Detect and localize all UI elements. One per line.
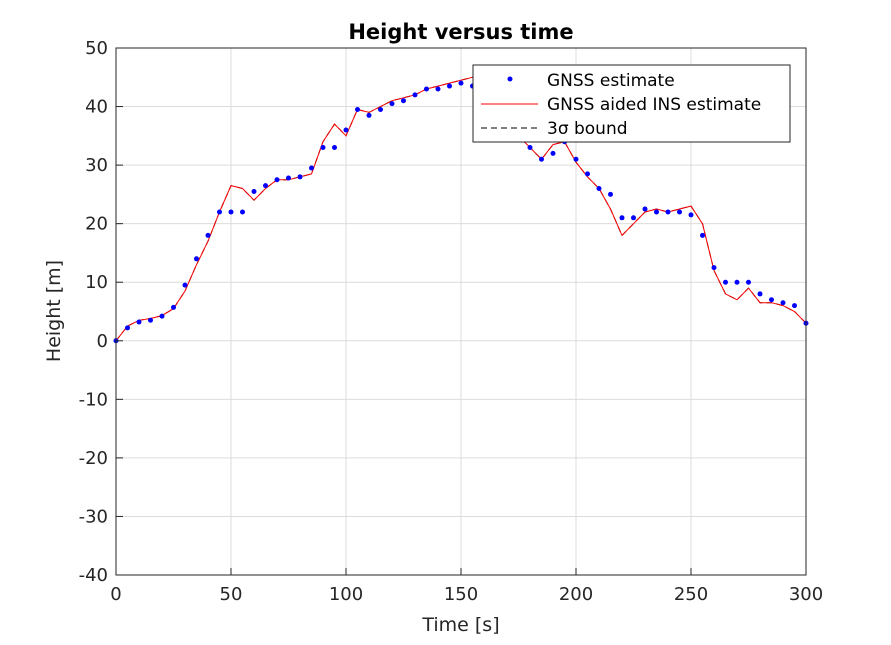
x-tick-label: 50 xyxy=(220,584,243,605)
y-tick-label: -10 xyxy=(79,389,108,410)
gnss-point xyxy=(458,80,464,86)
gnss-point xyxy=(355,106,360,112)
gnss-point xyxy=(608,191,613,197)
x-tick-label: 150 xyxy=(444,584,478,605)
x-tick-label: 200 xyxy=(559,584,593,605)
y-tick-label: -30 xyxy=(79,506,108,527)
gnss-point xyxy=(320,145,326,151)
gnss-point xyxy=(286,175,291,181)
axis-ticks: 0 50 100 150 200 250 300 -40 -30 -20 -10 0 10 20 30 40 5… xyxy=(79,38,824,605)
gnss-point xyxy=(205,232,211,238)
y-tick-label: 30 xyxy=(85,155,108,176)
gnss-point xyxy=(447,83,452,89)
gnss-point xyxy=(136,319,142,325)
gnss-point xyxy=(435,86,441,92)
gnss-point xyxy=(757,291,763,297)
gnss-point xyxy=(792,303,797,309)
gnss-point xyxy=(171,304,176,310)
gnss-point xyxy=(700,232,705,238)
gnss-point xyxy=(251,188,257,194)
gnss-point xyxy=(412,92,418,98)
x-tick-label: 100 xyxy=(329,584,363,605)
chart-title: Height versus time xyxy=(348,20,573,44)
gnss-point xyxy=(332,145,337,151)
legend: GNSS estimate GNSS aided INS estimate 3σ… xyxy=(472,64,791,143)
gnss-point xyxy=(677,209,682,215)
gnss-point xyxy=(723,279,728,285)
gnss-point xyxy=(573,156,579,162)
y-tick-label: 50 xyxy=(85,38,108,59)
legend-marker-gnss xyxy=(507,76,513,82)
legend-label-ins: GNSS aided INS estimate xyxy=(547,95,761,115)
gnss-point xyxy=(401,98,406,104)
gnss-point xyxy=(711,265,717,271)
y-tick-label: 20 xyxy=(85,214,108,235)
gnss-point xyxy=(631,215,636,221)
gnss-point xyxy=(665,209,671,215)
gnss-point xyxy=(309,165,314,171)
gnss-point xyxy=(378,106,383,112)
y-tick-label: -20 xyxy=(79,448,108,469)
gnss-point xyxy=(389,101,395,107)
y-axis-label: Height [m] xyxy=(43,260,65,362)
x-tick-label: 250 xyxy=(674,584,708,605)
x-tick-label: 0 xyxy=(110,584,121,605)
gnss-point xyxy=(366,112,372,118)
gnss-point xyxy=(217,209,222,215)
x-tick-label: 300 xyxy=(789,584,823,605)
gnss-point xyxy=(159,313,165,319)
gnss-point xyxy=(539,156,544,162)
legend-label-gnss: GNSS estimate xyxy=(547,71,675,91)
gnss-point xyxy=(424,86,429,92)
gnss-point xyxy=(780,300,786,306)
gnss-point xyxy=(596,186,602,192)
gnss-point xyxy=(527,145,533,151)
gnss-point xyxy=(746,279,751,285)
y-tick-label: 10 xyxy=(85,272,108,293)
y-tick-label: 0 xyxy=(97,331,108,352)
gnss-point xyxy=(228,209,234,215)
gnss-point xyxy=(642,206,648,212)
series-ins-estimate xyxy=(115,76,807,342)
gnss-point xyxy=(550,150,556,156)
gnss-point xyxy=(263,183,268,189)
gnss-point xyxy=(274,177,280,183)
gnss-point xyxy=(769,297,774,303)
gnss-point xyxy=(585,171,590,177)
gnss-point xyxy=(297,174,303,180)
gnss-point xyxy=(654,209,659,215)
x-axis-label: Time [s] xyxy=(421,614,499,636)
gnss-point xyxy=(148,317,153,323)
gnss-point xyxy=(194,256,199,262)
gnss-point xyxy=(343,127,349,133)
gnss-point xyxy=(125,325,130,331)
y-tick-label: -40 xyxy=(79,565,108,586)
gnss-point xyxy=(688,212,694,218)
gnss-point xyxy=(240,209,245,215)
legend-label-bound: 3σ bound xyxy=(547,119,628,139)
gnss-point xyxy=(619,215,625,221)
y-tick-label: 40 xyxy=(85,97,108,118)
gnss-point xyxy=(734,279,740,285)
gnss-point xyxy=(182,282,188,288)
